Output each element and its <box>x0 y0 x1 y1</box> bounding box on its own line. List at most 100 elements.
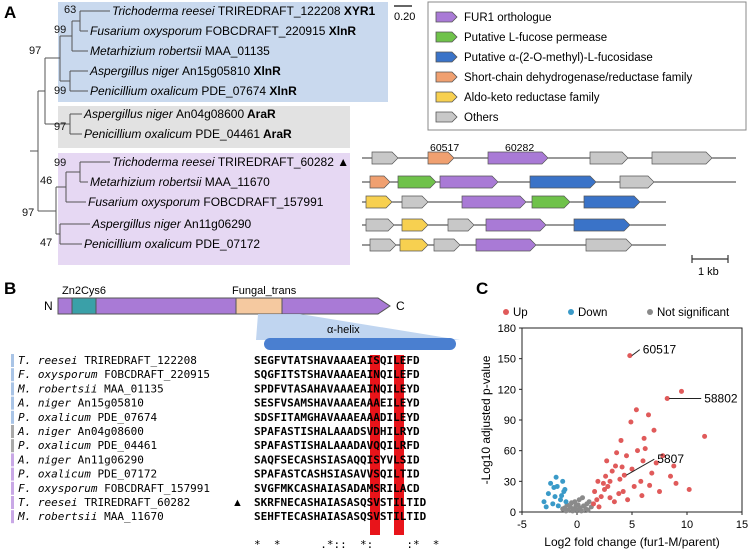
alignment-sequence: SEHFTECASHAIASASQSVSTILTID <box>254 510 427 523</box>
data-point <box>638 478 644 484</box>
kb-scale-label: 1 kb <box>698 266 719 278</box>
data-point <box>613 463 618 469</box>
legend-swatch <box>435 111 458 123</box>
x-tick-label: 5 <box>629 519 635 531</box>
alignment-sequence: SPAFASTISHALAAADAVQQILRFD <box>254 439 420 452</box>
data-point <box>600 480 606 486</box>
legend-label: Others <box>464 112 499 124</box>
gene-arrow <box>583 195 641 209</box>
tree-leaf-label: Fusarium oxysporum FOBCDRAFT_157991 <box>88 195 324 209</box>
data-point <box>586 499 592 505</box>
tree-leaf-label: Fusarium oxysporum FOBCDRAFT_220915 XlnR <box>90 24 356 38</box>
gene-label-60517: 60517 <box>430 142 459 154</box>
tree-leaf-label: Penicillium oxalicum PDE_07674 XlnR <box>90 84 297 98</box>
gene-arrow <box>485 218 547 232</box>
series-legend-label: Not significant <box>657 307 730 319</box>
alignment-sequence: SESFVSAMSHAVAAAEAAAEILEYD <box>254 397 420 410</box>
data-point <box>647 482 653 488</box>
x-tick-label: -5 <box>517 519 527 531</box>
data-point <box>611 499 617 505</box>
data-point <box>646 412 651 418</box>
alignment-sequence: SKRFNECASHAIASASQSVSTILTID <box>254 496 427 509</box>
data-point <box>545 491 551 497</box>
gene-arrow <box>573 218 631 232</box>
annotation-leader <box>631 349 641 357</box>
data-point <box>607 478 613 484</box>
zn2cys6-domain <box>71 297 97 315</box>
group-bar <box>11 467 14 481</box>
data-point <box>580 495 585 501</box>
alignment-sequence: SPAFASTCASHSIASAVVSQILTID <box>254 468 420 481</box>
data-point <box>653 460 659 466</box>
legend-swatch <box>435 91 458 103</box>
data-point <box>563 499 569 505</box>
bootstrap-value: 63 <box>64 4 76 16</box>
data-point <box>562 487 568 493</box>
series-legend-dot <box>647 309 653 315</box>
domain-n-terminus: N <box>44 299 53 313</box>
gene-arrow <box>369 175 391 189</box>
data-point <box>543 504 549 510</box>
alignment-species-label: M. robertsii MAA_01135 <box>17 382 164 395</box>
tree-scale-label: 0.20 <box>394 11 415 23</box>
bootstrap-values: 63 99 97 99 97 99 46 97 47 <box>22 4 76 249</box>
tree-leaf-label: Aspergillus niger An15g05810 XlnR <box>89 64 281 78</box>
series-legend-dot <box>568 309 574 315</box>
data-point <box>620 489 626 495</box>
data-point <box>679 388 684 394</box>
data-point <box>629 466 635 472</box>
data-point <box>541 499 547 505</box>
data-point <box>560 478 566 484</box>
bootstrap-value: 46 <box>40 175 52 187</box>
tree-leaf-label: Trichoderma reesei TRIREDRAFT_122208 XYR… <box>112 4 376 18</box>
arar-group-bg <box>58 106 350 148</box>
data-point <box>563 508 569 514</box>
data-point <box>640 458 646 464</box>
data-point <box>621 472 627 478</box>
tree-leaf-label: Aspergillus niger An11g06290 <box>91 217 252 231</box>
alignment-sequence: SEGFVTATSHAVAAAEAISQILEFD <box>254 354 420 367</box>
data-point <box>596 504 602 510</box>
alignment-species-label: A. niger An15g05810 <box>17 397 144 410</box>
group-bar <box>11 368 14 382</box>
bootstrap-value: 97 <box>54 121 66 133</box>
data-point <box>550 501 556 507</box>
group-bar <box>11 382 14 396</box>
legend-swatch <box>435 51 458 63</box>
data-point <box>609 468 615 474</box>
legend-label: Putative α-(2-O-methyl)-L-fucosidase <box>464 52 653 64</box>
gene-arrow <box>589 151 629 165</box>
legend-label: Aldo-keto reductase family <box>464 92 600 104</box>
y-tick-label: 0 <box>510 507 516 519</box>
data-point <box>570 508 576 514</box>
xlnr-group-bg <box>58 2 388 102</box>
x-axis-label: Log2 fold change (fur1-M/parent) <box>544 535 719 549</box>
group-bar <box>11 510 14 524</box>
legend-label: FUR1 orthologue <box>464 12 552 24</box>
legend-swatch <box>435 11 458 23</box>
data-point <box>660 453 666 459</box>
gene-arrow <box>397 175 437 189</box>
alignment-species-label: F. oxysporum FOBCDRAFT_220915 <box>18 368 210 381</box>
annotation-leader <box>626 458 655 476</box>
annotation-label: 5807 <box>657 452 684 466</box>
data-point <box>553 474 559 480</box>
tree-leaf-label: Aspergillus niger An04g08600 AraR <box>83 107 276 121</box>
alignment-species-label: T. reesei TRIREDRAFT_122208 <box>18 354 197 367</box>
gene-arrow <box>619 175 655 189</box>
data-point <box>624 453 629 459</box>
gene-arrow <box>651 151 713 165</box>
gene-arrow <box>365 218 395 232</box>
data-point <box>585 507 591 513</box>
data-point <box>631 483 637 489</box>
gene-arrow <box>399 238 429 252</box>
fur1-group-bg <box>58 153 350 265</box>
data-point <box>602 487 607 493</box>
alignment-sequence: SPAFASTISHALAAADSVDHILRYD <box>254 425 420 438</box>
y-tick-label: 30 <box>504 476 516 488</box>
gene-arrow <box>461 195 527 209</box>
group-bar <box>11 453 14 467</box>
bootstrap-value: 99 <box>54 85 66 97</box>
